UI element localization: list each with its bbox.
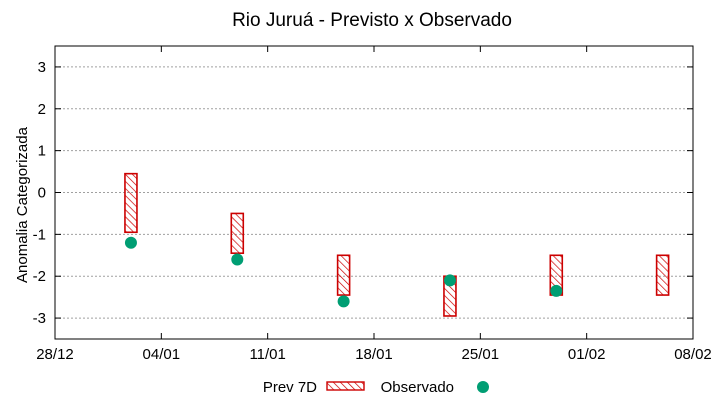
observed-point bbox=[231, 253, 244, 266]
forecast-bar bbox=[124, 172, 138, 234]
x-tick-label: 28/12 bbox=[36, 346, 74, 363]
y-axis-label: Anomalia Categorizada bbox=[14, 126, 31, 283]
x-tick-label: 11/01 bbox=[249, 346, 285, 363]
grid-lines bbox=[55, 66, 693, 319]
y-tick-label: 3 bbox=[38, 59, 46, 76]
x-tick-label: 08/02 bbox=[674, 346, 712, 363]
data-marks bbox=[124, 172, 670, 317]
legend-label-forecast: Prev 7D bbox=[263, 379, 317, 396]
forecast-bar bbox=[336, 254, 351, 296]
observed-point bbox=[443, 274, 456, 287]
y-tick-label: 2 bbox=[38, 101, 46, 118]
x-tick-label: 01/02 bbox=[568, 346, 606, 363]
observed-point bbox=[550, 284, 563, 297]
y-tick-label: -2 bbox=[33, 268, 46, 285]
axis-ticks: -3 -2 -1 0 1 2 3 28/12 04/01 11/01 18/01 25/01 01/02… bbox=[33, 46, 712, 363]
y-tick-label: 0 bbox=[38, 185, 46, 202]
legend-swatch-observed bbox=[477, 381, 489, 393]
forecast-bar bbox=[230, 212, 245, 254]
y-tick-label: -3 bbox=[33, 310, 46, 327]
x-tick-label: 18/01 bbox=[355, 346, 393, 363]
y-tick-label: 1 bbox=[38, 143, 46, 160]
legend-label-observed: Observado bbox=[381, 379, 454, 396]
x-tick-label: 25/01 bbox=[462, 346, 500, 363]
observed-point bbox=[124, 236, 137, 249]
legend: Prev 7D Observado bbox=[263, 379, 489, 396]
x-tick-label: 04/01 bbox=[143, 346, 181, 363]
plot-frame bbox=[54, 45, 694, 340]
observed-point bbox=[337, 295, 350, 308]
y-tick-label: -1 bbox=[33, 226, 46, 243]
forecast-bar bbox=[655, 254, 670, 296]
legend-swatch-forecast bbox=[326, 381, 365, 391]
chart-title: Rio Juruá - Previsto x Observado bbox=[232, 10, 512, 31]
